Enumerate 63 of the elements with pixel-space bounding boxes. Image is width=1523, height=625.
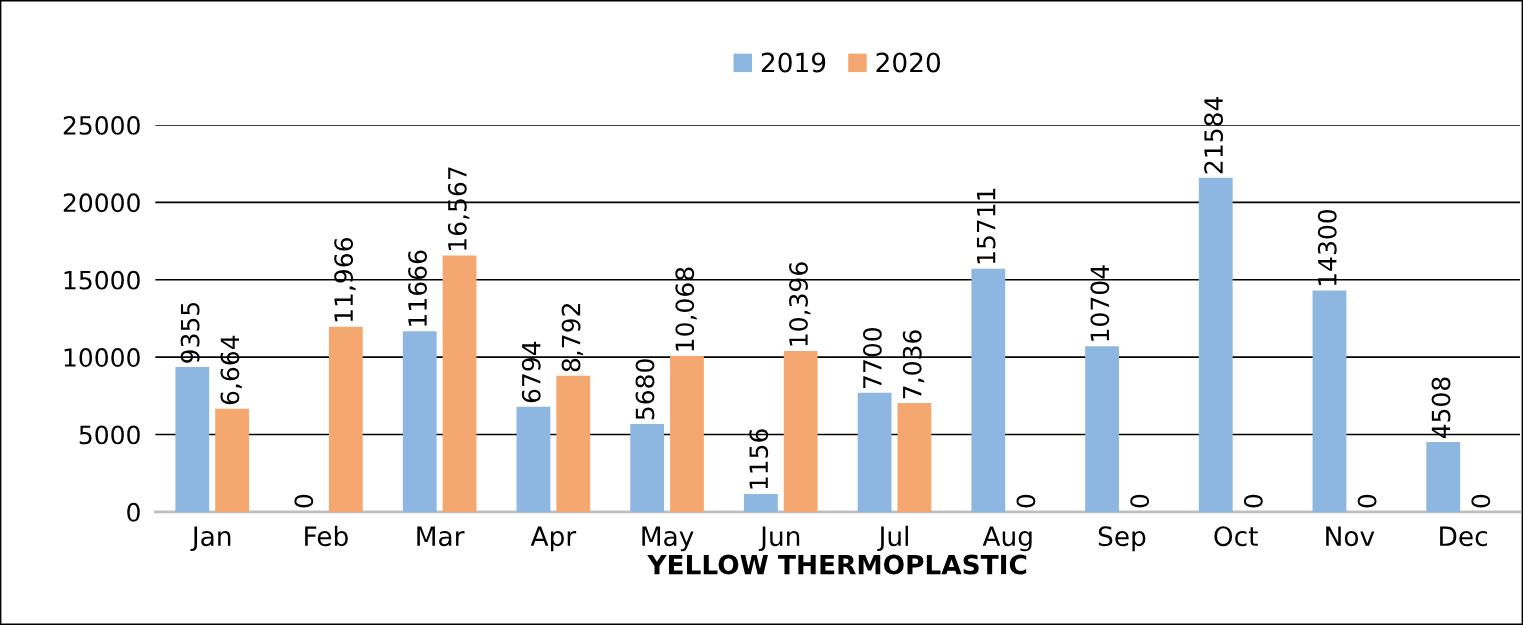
bar	[857, 392, 892, 512]
data-label: 11,966	[334, 238, 356, 322]
bar	[1426, 442, 1461, 512]
x-tick-label: Jun	[758, 526, 800, 552]
y-tick-label: 5000	[79, 425, 140, 445]
data-label: 0	[1243, 494, 1263, 508]
data-label: 8,792	[561, 303, 584, 372]
data-label: 0	[1130, 494, 1150, 508]
bar	[630, 423, 665, 512]
bar	[743, 493, 778, 512]
data-label: 10,068	[675, 267, 697, 351]
y-tick-label: 20000	[63, 193, 140, 213]
data-label: 14300	[1317, 209, 1337, 286]
data-label: 0	[1357, 494, 1377, 508]
data-label: 9355	[180, 302, 200, 363]
bar	[1198, 177, 1233, 512]
data-label: 16,567	[447, 167, 470, 250]
bar	[556, 375, 591, 512]
data-label: 0	[1471, 494, 1491, 508]
x-tick-label: Mar	[417, 526, 465, 547]
data-label: 7,036	[902, 330, 925, 399]
bar	[442, 255, 477, 512]
x-tick-label: Feb	[305, 525, 348, 547]
bar	[783, 351, 818, 512]
x-tick-label: Dec	[1440, 526, 1487, 547]
data-label: 10,396	[789, 262, 811, 346]
x-tick-label: Aug	[982, 526, 1032, 552]
data-label: 6,664	[220, 335, 242, 405]
bar	[215, 408, 250, 512]
bar	[1085, 346, 1119, 512]
data-label: 11666	[408, 250, 427, 326]
bar	[971, 268, 1006, 512]
data-label: 10704	[1090, 265, 1110, 341]
legend-label: 2019	[761, 52, 826, 73]
data-label: 0	[294, 494, 314, 508]
bar	[402, 331, 437, 512]
data-label: 7700	[862, 327, 882, 388]
bar	[175, 367, 210, 512]
x-axis-title: YELLOW THERMOPLASTIC	[647, 554, 1027, 575]
data-label: 15711	[977, 188, 996, 264]
data-label: 4508	[1431, 377, 1451, 439]
x-tick-label: May	[642, 526, 694, 552]
y-tick-label: 25000	[63, 115, 140, 135]
x-tick-label: Apr	[530, 526, 577, 552]
y-tick-label: 10000	[64, 348, 140, 367]
x-tick-label: Nov	[1326, 526, 1375, 547]
x-tick-label: Jan	[190, 526, 231, 552]
bar	[670, 356, 704, 512]
y-tick-label: 15000	[64, 270, 140, 290]
legend-label: 2020	[876, 52, 940, 73]
data-label: 5680	[635, 359, 655, 420]
x-tick-label: Oct	[1214, 526, 1258, 547]
data-label: 6794	[521, 341, 541, 403]
data-label: 1156	[749, 429, 769, 489]
bar	[516, 406, 551, 512]
bar	[897, 402, 932, 512]
x-tick-label: Sep	[1098, 526, 1146, 552]
data-label: 0	[1016, 494, 1036, 508]
data-label: 21584	[1204, 96, 1224, 174]
x-tick-label: Jul	[877, 525, 908, 552]
y-tick-label: 0	[127, 502, 140, 522]
bar	[1312, 290, 1347, 512]
bar	[328, 326, 363, 512]
